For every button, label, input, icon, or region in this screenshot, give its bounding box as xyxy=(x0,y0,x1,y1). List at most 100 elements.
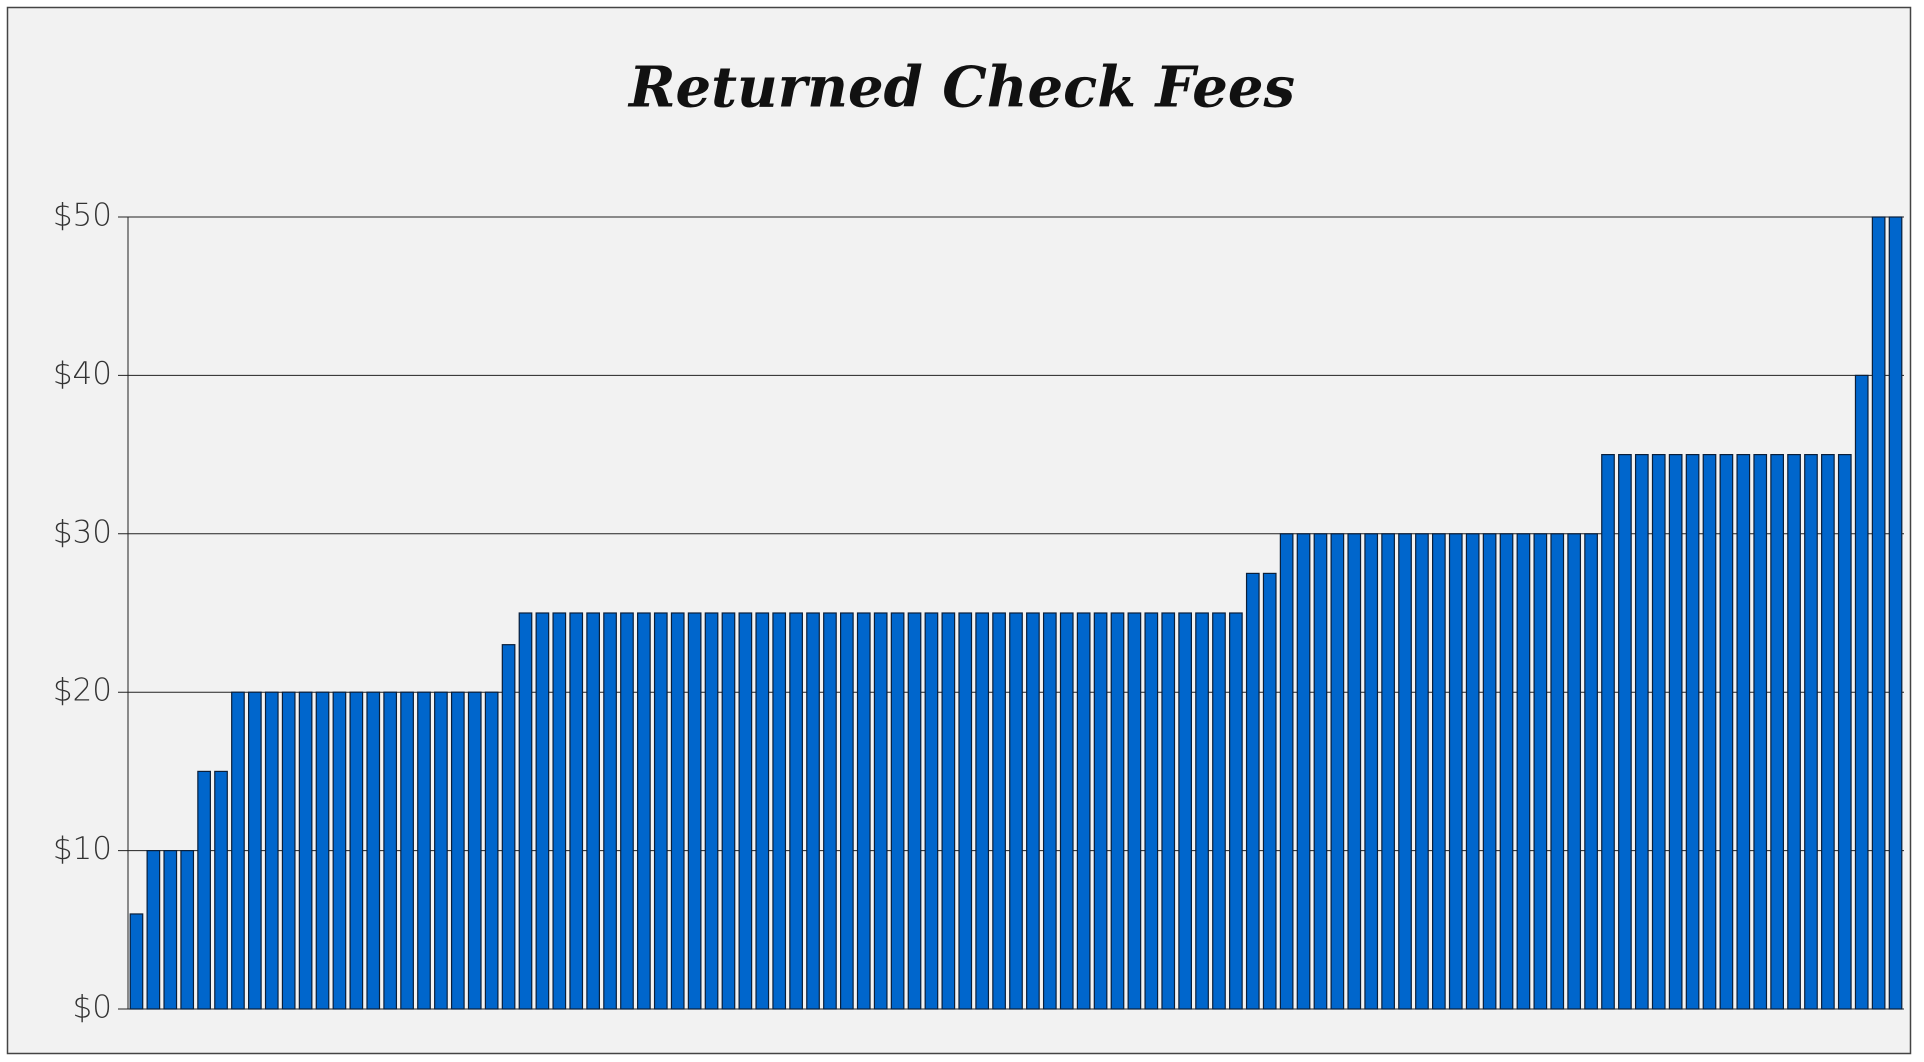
bar xyxy=(687,612,702,1010)
bar xyxy=(518,612,533,1010)
bar xyxy=(1415,533,1429,1010)
bar xyxy=(1448,533,1463,1010)
bar xyxy=(1296,533,1311,1010)
bar xyxy=(501,644,516,1010)
bar xyxy=(1516,533,1531,1010)
bar xyxy=(721,612,736,1010)
bar xyxy=(1668,454,1683,1010)
bar xyxy=(1837,454,1852,1010)
bar xyxy=(1499,533,1514,1010)
bar xyxy=(400,691,414,1010)
bar xyxy=(975,612,990,1010)
bar xyxy=(129,913,144,1010)
bar xyxy=(315,691,330,1010)
bar xyxy=(1110,612,1125,1010)
bar xyxy=(856,612,871,1010)
bar xyxy=(349,691,364,1010)
bar xyxy=(1702,454,1717,1010)
bar xyxy=(1685,454,1700,1010)
bar xyxy=(653,612,668,1010)
bar xyxy=(281,691,296,1010)
bar xyxy=(1161,612,1176,1010)
bar xyxy=(1618,454,1632,1010)
bar xyxy=(163,849,178,1010)
bar xyxy=(332,691,347,1010)
bar xyxy=(670,612,685,1010)
y-tick-label: $10 xyxy=(53,831,112,867)
bar xyxy=(1212,612,1226,1010)
bar xyxy=(1144,612,1159,1010)
bar xyxy=(755,612,770,1010)
bar xyxy=(620,612,634,1010)
bar xyxy=(1245,572,1260,1010)
bar xyxy=(1398,533,1412,1010)
bar xyxy=(1330,533,1345,1010)
bar xyxy=(1465,533,1480,1010)
bar xyxy=(180,849,195,1010)
bar xyxy=(1854,374,1869,1010)
bar xyxy=(214,770,228,1010)
bar xyxy=(1601,454,1615,1010)
bar xyxy=(197,770,211,1010)
bar xyxy=(839,612,854,1010)
bar xyxy=(467,691,482,1010)
bar xyxy=(1634,454,1649,1010)
bar xyxy=(1042,612,1057,1010)
bar xyxy=(450,691,465,1010)
bar xyxy=(1279,533,1294,1010)
bar xyxy=(1076,612,1091,1010)
bar xyxy=(1262,572,1277,1010)
bar xyxy=(637,612,651,1010)
bar xyxy=(146,849,161,1010)
y-tick-label: $40 xyxy=(53,356,112,392)
bar xyxy=(264,691,279,1010)
bar xyxy=(789,612,803,1010)
bar xyxy=(738,612,753,1010)
bar xyxy=(1195,612,1209,1010)
bar xyxy=(1364,533,1379,1010)
bar xyxy=(823,612,837,1010)
bar xyxy=(484,691,499,1010)
bar xyxy=(1787,454,1801,1010)
bar xyxy=(1533,533,1548,1010)
bar xyxy=(1770,454,1785,1010)
bar xyxy=(1719,454,1734,1010)
bar xyxy=(247,691,262,1010)
bar xyxy=(941,612,956,1010)
bar xyxy=(1026,612,1040,1010)
chart-title: Returned Check Fees xyxy=(627,55,1295,121)
bar xyxy=(1651,454,1666,1010)
bar xyxy=(1178,612,1193,1010)
bar xyxy=(1584,533,1598,1010)
bar xyxy=(1127,612,1142,1010)
bar xyxy=(873,612,888,1010)
bar xyxy=(552,612,567,1010)
bar xyxy=(1009,612,1023,1010)
bar xyxy=(1381,533,1395,1010)
bar xyxy=(1821,454,1835,1010)
y-tick-label: $20 xyxy=(53,673,112,709)
bar xyxy=(890,612,905,1010)
bar xyxy=(366,691,381,1010)
bar xyxy=(958,612,973,1010)
bar xyxy=(1482,533,1497,1010)
bar xyxy=(772,612,787,1010)
bar xyxy=(298,691,313,1010)
bar xyxy=(1888,216,1903,1010)
bar xyxy=(603,612,617,1010)
bar xyxy=(1567,533,1582,1010)
bar xyxy=(1313,533,1328,1010)
bar xyxy=(535,612,550,1010)
y-tick-label: $30 xyxy=(53,514,112,550)
bar xyxy=(434,691,448,1010)
bar xyxy=(417,691,431,1010)
bar xyxy=(1804,454,1818,1010)
bar xyxy=(992,612,1006,1010)
bar xyxy=(1736,454,1751,1010)
bar xyxy=(1093,612,1108,1010)
bar xyxy=(1347,533,1362,1010)
bar xyxy=(383,691,398,1010)
bar xyxy=(586,612,601,1010)
y-tick-label: $0 xyxy=(73,990,112,1026)
